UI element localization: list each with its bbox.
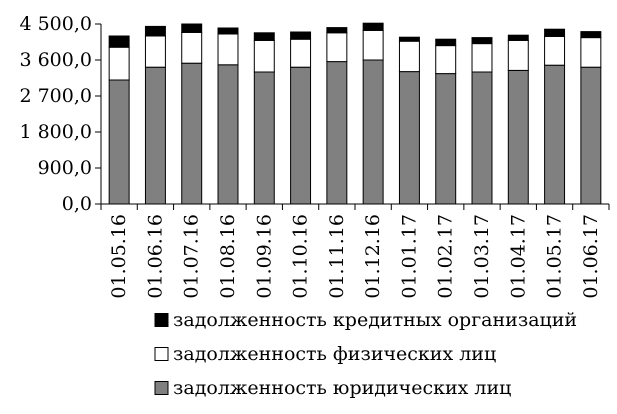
x-category-label: 01.08.16 <box>217 214 239 299</box>
bar-segment-0 <box>253 71 275 205</box>
legend-swatch-0 <box>154 381 169 395</box>
y-tick-label: 3 600,0 <box>19 49 92 71</box>
bar-segment-1 <box>326 32 348 63</box>
bar-segment-0 <box>398 71 420 205</box>
bar-segment-1 <box>253 39 275 73</box>
legend-label-0: задолженность юридических лиц <box>173 377 511 399</box>
bar-segment-2 <box>398 36 420 42</box>
bar-segment-2 <box>290 31 312 40</box>
bars <box>108 22 602 205</box>
bar-segment-0 <box>290 66 312 205</box>
bar-segment-2 <box>580 31 602 39</box>
bar-segment-2 <box>253 32 275 41</box>
bar-segment-0 <box>435 73 457 205</box>
bar-segment-0 <box>108 79 130 205</box>
x-axis: 01.05.16 01.06.16 01.07.16 01.08.16 01.09.16… <box>100 203 610 299</box>
legend-swatch-1 <box>154 347 169 361</box>
legend-label-2: задолженность кредитных организаций <box>173 309 577 331</box>
x-category-label: 01.07.16 <box>181 214 203 299</box>
x-category-label: 01.09.16 <box>253 214 275 299</box>
bar-segment-2 <box>217 27 239 35</box>
y-axis: 0,0 900,0 1 800,0 2 700,0 3 600,0 4 500,0 <box>19 13 102 215</box>
bar-segment-1 <box>435 45 457 75</box>
bar-segment-0 <box>144 66 166 205</box>
x-category-label: 01.06.16 <box>144 214 166 299</box>
legend: задолженность кредитных организаций задол… <box>154 309 577 399</box>
bar-segment-2 <box>144 25 166 37</box>
bar-segment-2 <box>181 23 203 33</box>
bar-segment-1 <box>290 38 312 68</box>
x-category-label: 01.12.16 <box>362 214 384 299</box>
bar-segment-2 <box>108 35 130 48</box>
legend-swatch-2 <box>154 313 169 327</box>
x-category-label: 01.05.17 <box>544 214 566 299</box>
bar-segment-2 <box>326 27 348 34</box>
bar-segment-1 <box>507 39 529 71</box>
x-category-label: 01.02.17 <box>435 214 457 299</box>
bar-segment-0 <box>580 66 602 205</box>
bar-segment-2 <box>507 34 529 41</box>
bar-segment-1 <box>362 29 384 61</box>
x-category-label: 01.03.17 <box>471 214 493 299</box>
bar-segment-1 <box>580 37 602 68</box>
bar-segment-2 <box>471 37 493 45</box>
bar-segment-1 <box>471 43 493 73</box>
bar-segment-0 <box>544 64 566 205</box>
bar-segment-0 <box>362 59 384 205</box>
bar-segment-1 <box>144 35 166 68</box>
bar-segment-0 <box>471 71 493 205</box>
bar-segment-0 <box>507 69 529 205</box>
x-category-label: 01.05.16 <box>108 214 130 299</box>
bar-segment-2 <box>544 28 566 37</box>
bar-segment-2 <box>435 38 457 47</box>
bar-segment-1 <box>217 33 239 66</box>
y-tick-label: 900,0 <box>38 157 92 179</box>
bar-segment-1 <box>544 35 566 66</box>
x-category-label: 01.01.17 <box>398 214 420 299</box>
y-tick-label: 0,0 <box>62 193 92 215</box>
bar-segment-1 <box>108 46 130 81</box>
x-category-label: 01.06.17 <box>580 214 602 299</box>
y-tick-label: 1 800,0 <box>19 121 92 143</box>
bar-segment-2 <box>362 22 384 31</box>
x-category-label: 01.10.16 <box>290 214 312 299</box>
bar-segment-0 <box>217 64 239 205</box>
y-tick-label: 2 700,0 <box>19 85 92 107</box>
x-category-label: 01.04.17 <box>507 214 529 299</box>
bar-segment-0 <box>181 62 203 205</box>
bar-segment-0 <box>326 61 348 205</box>
y-tick-label: 4 500,0 <box>19 13 92 35</box>
bar-segment-1 <box>398 40 420 73</box>
legend-label-1: задолженность физических лиц <box>173 343 496 365</box>
bar-segment-1 <box>181 31 203 64</box>
x-category-label: 01.11.16 <box>326 214 348 299</box>
